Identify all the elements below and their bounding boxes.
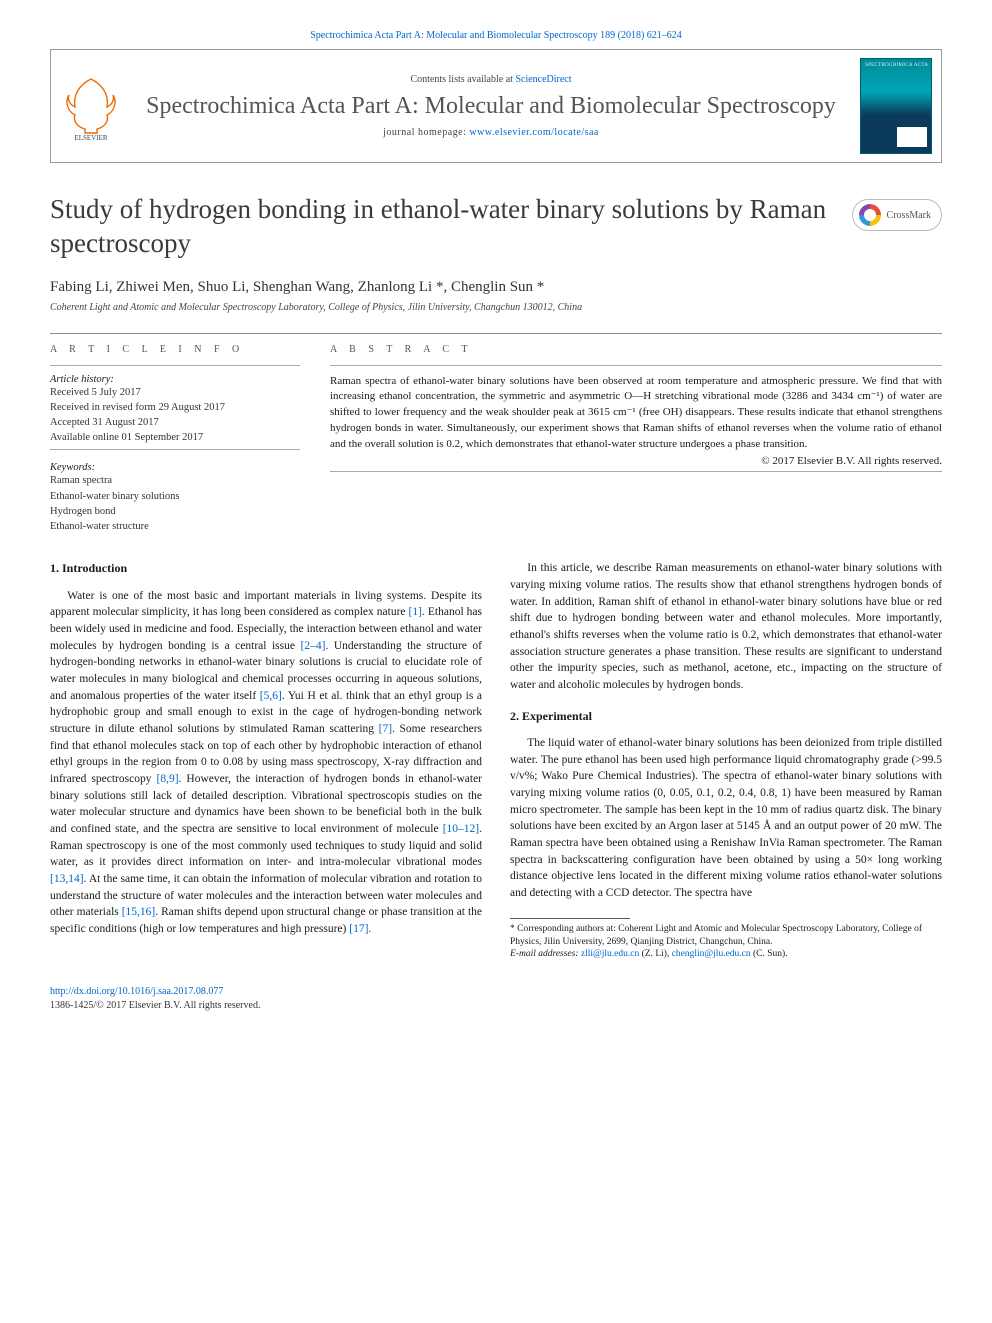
citation-link[interactable]: [5,6]: [260, 690, 282, 702]
abstract-copyright: © 2017 Elsevier B.V. All rights reserved…: [330, 455, 942, 467]
divider: [50, 333, 942, 334]
citation-header: Spectrochimica Acta Part A: Molecular an…: [50, 30, 942, 41]
keyword: Raman spectra: [50, 473, 300, 488]
cover-title-label: SPECTROCHIMICA ACTA: [865, 63, 928, 68]
journal-header-center: Contents lists available at ScienceDirec…: [131, 50, 851, 162]
abstract-column: A B S T R A C T Raman spectra of ethanol…: [330, 344, 942, 535]
crossmark-label: CrossMark: [887, 210, 931, 221]
homepage-prefix: journal homepage:: [383, 127, 469, 138]
contents-prefix: Contents lists available at: [410, 74, 515, 85]
history-head: Article history:: [50, 374, 300, 385]
issn-copyright: 1386-1425/© 2017 Elsevier B.V. All right…: [50, 1000, 260, 1011]
email-link[interactable]: chenglin@jlu.edu.cn: [672, 949, 751, 959]
body-paragraph: The liquid water of ethanol-water binary…: [510, 735, 942, 902]
article-info-label: A R T I C L E I N F O: [50, 344, 300, 355]
affiliation: Coherent Light and Atomic and Molecular …: [50, 302, 942, 313]
page-footer: http://dx.doi.org/10.1016/j.saa.2017.08.…: [50, 985, 942, 1013]
history-line: Accepted 31 August 2017: [50, 415, 300, 430]
history-line: Received 5 July 2017: [50, 385, 300, 400]
crossmark-badge[interactable]: CrossMark: [852, 199, 942, 231]
author-list: Fabing Li, Zhiwei Men, Shuo Li, Shenghan…: [50, 279, 942, 296]
journal-name: Spectrochimica Acta Part A: Molecular an…: [135, 91, 847, 121]
article-info-column: A R T I C L E I N F O Article history: R…: [50, 344, 300, 535]
crossmark-icon: [859, 204, 881, 226]
section-heading-introduction: 1. Introduction: [50, 560, 482, 577]
email-who: (C. Sun).: [751, 949, 788, 959]
footnote-rule: [510, 918, 630, 919]
history-line: Available online 01 September 2017: [50, 430, 300, 445]
journal-cover-cell: SPECTROCHIMICA ACTA: [851, 50, 941, 162]
body-paragraph: Water is one of the most basic and impor…: [50, 588, 482, 938]
citation-link[interactable]: [15,16]: [122, 906, 156, 918]
keyword: Ethanol-water binary solutions: [50, 489, 300, 504]
history-line: Received in revised form 29 August 2017: [50, 400, 300, 415]
footnote-affiliation: * Corresponding authors at: Coherent Lig…: [510, 923, 942, 949]
keyword: Hydrogen bond: [50, 504, 300, 519]
body-two-column: 1. Introduction Water is one of the most…: [50, 560, 942, 961]
keywords-head: Keywords:: [50, 462, 300, 473]
elsevier-tree-logo-icon: ELSEVIER: [61, 71, 121, 141]
cover-chart-icon: [897, 127, 927, 147]
citation-link[interactable]: [2–4]: [301, 640, 326, 652]
journal-homepage-link[interactable]: www.elsevier.com/locate/saa: [469, 127, 598, 138]
body-paragraph: In this article, we describe Raman measu…: [510, 560, 942, 693]
keyword: Ethanol-water structure: [50, 519, 300, 534]
abstract-text: Raman spectra of ethanol-water binary so…: [330, 374, 942, 454]
journal-cover-thumbnail: SPECTROCHIMICA ACTA: [860, 58, 932, 154]
citation-link[interactable]: [7]: [379, 723, 392, 735]
sciencedirect-link[interactable]: ScienceDirect: [515, 74, 571, 85]
article-title: Study of hydrogen bonding in ethanol-wat…: [50, 193, 836, 261]
citation-link[interactable]: [1]: [409, 606, 422, 618]
journal-homepage-line: journal homepage: www.elsevier.com/locat…: [135, 127, 847, 138]
doi-link[interactable]: http://dx.doi.org/10.1016/j.saa.2017.08.…: [50, 986, 223, 997]
email-label: E-mail addresses:: [510, 949, 581, 959]
journal-header: ELSEVIER Contents lists available at Sci…: [50, 49, 942, 163]
email-link[interactable]: zlli@jlu.edu.cn: [581, 949, 639, 959]
text-run: .: [368, 923, 371, 935]
email-who: (Z. Li),: [639, 949, 671, 959]
abstract-label: A B S T R A C T: [330, 344, 942, 355]
citation-link[interactable]: [13,14]: [50, 873, 84, 885]
contents-available-line: Contents lists available at ScienceDirec…: [135, 74, 847, 85]
section-heading-experimental: 2. Experimental: [510, 708, 942, 725]
corresponding-author-footnote: * Corresponding authors at: Coherent Lig…: [510, 923, 942, 961]
citation-link[interactable]: [10–12]: [443, 823, 479, 835]
svg-text:ELSEVIER: ELSEVIER: [74, 134, 107, 141]
citation-link[interactable]: [8,9]: [156, 773, 178, 785]
publisher-logo-cell: ELSEVIER: [51, 50, 131, 162]
citation-link[interactable]: [17]: [349, 923, 368, 935]
